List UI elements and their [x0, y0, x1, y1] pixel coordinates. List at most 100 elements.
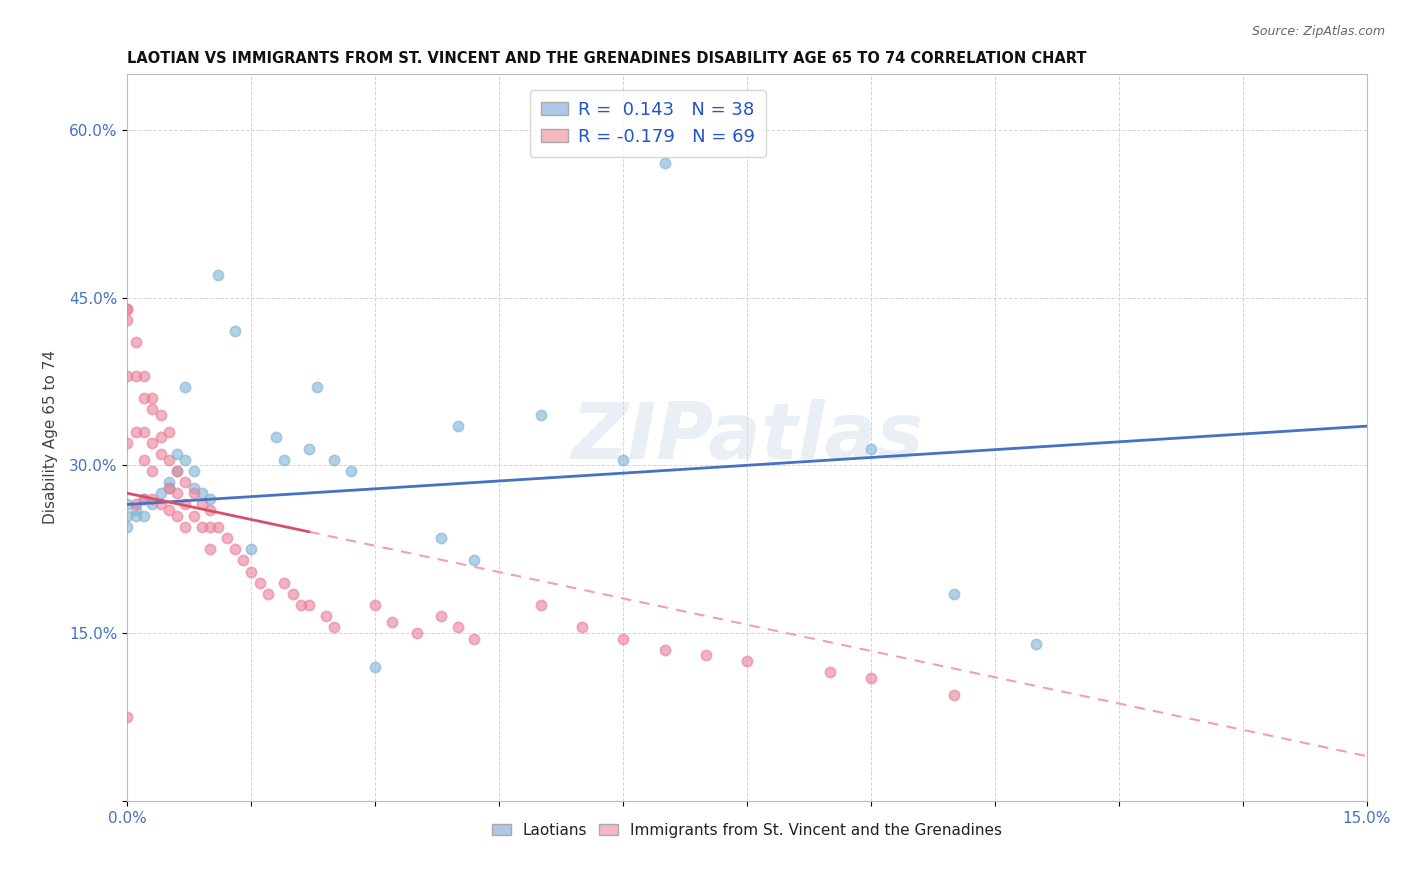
Point: [860, 671, 883, 685]
Point: [117, 520, 139, 534]
Point: [942, 688, 965, 702]
Point: [125, 498, 148, 512]
Point: [149, 408, 172, 422]
Point: [174, 520, 197, 534]
Point: [307, 380, 329, 394]
Point: [132, 508, 155, 523]
Point: [298, 442, 321, 456]
Point: [364, 659, 387, 673]
Point: [132, 425, 155, 439]
Point: [132, 452, 155, 467]
Point: [149, 486, 172, 500]
Point: [249, 575, 271, 590]
Point: [141, 436, 163, 450]
Point: [430, 531, 453, 545]
Y-axis label: Disability Age 65 to 74: Disability Age 65 to 74: [44, 351, 58, 524]
Point: [117, 301, 139, 316]
Point: [654, 643, 676, 657]
Point: [654, 156, 676, 170]
Point: [174, 498, 197, 512]
Point: [132, 491, 155, 506]
Point: [273, 575, 295, 590]
Point: [117, 436, 139, 450]
Point: [191, 520, 214, 534]
Point: [157, 452, 180, 467]
Point: [117, 498, 139, 512]
Point: [571, 620, 593, 634]
Point: [166, 486, 188, 500]
Point: [149, 430, 172, 444]
Point: [125, 335, 148, 350]
Point: [157, 481, 180, 495]
Point: [149, 447, 172, 461]
Point: [860, 442, 883, 456]
Point: [818, 665, 841, 680]
Point: [198, 503, 221, 517]
Point: [232, 553, 254, 567]
Point: [529, 408, 551, 422]
Point: [198, 542, 221, 557]
Point: [315, 609, 337, 624]
Point: [166, 464, 188, 478]
Point: [381, 615, 404, 629]
Point: [290, 598, 312, 612]
Point: [198, 491, 221, 506]
Point: [529, 598, 551, 612]
Point: [430, 609, 453, 624]
Point: [198, 520, 221, 534]
Point: [240, 542, 263, 557]
Point: [166, 464, 188, 478]
Point: [191, 498, 214, 512]
Point: [942, 587, 965, 601]
Point: [364, 598, 387, 612]
Point: [125, 368, 148, 383]
Point: [323, 452, 346, 467]
Legend: Laotians, Immigrants from St. Vincent and the Grenadines: Laotians, Immigrants from St. Vincent an…: [486, 817, 1008, 844]
Point: [264, 430, 287, 444]
Point: [174, 380, 197, 394]
Point: [447, 419, 470, 434]
Point: [157, 503, 180, 517]
Point: [141, 491, 163, 506]
Point: [125, 508, 148, 523]
Point: [125, 503, 148, 517]
Point: [463, 553, 485, 567]
Point: [339, 464, 361, 478]
Point: [405, 626, 427, 640]
Point: [447, 620, 470, 634]
Point: [166, 508, 188, 523]
Text: Source: ZipAtlas.com: Source: ZipAtlas.com: [1251, 25, 1385, 38]
Point: [695, 648, 717, 663]
Point: [183, 464, 205, 478]
Point: [117, 301, 139, 316]
Point: [612, 632, 634, 646]
Point: [157, 475, 180, 489]
Point: [183, 481, 205, 495]
Point: [174, 475, 197, 489]
Point: [735, 654, 758, 668]
Point: [224, 324, 246, 338]
Text: LAOTIAN VS IMMIGRANTS FROM ST. VINCENT AND THE GRENADINES DISABILITY AGE 65 TO 7: LAOTIAN VS IMMIGRANTS FROM ST. VINCENT A…: [128, 51, 1087, 66]
Point: [141, 498, 163, 512]
Point: [157, 425, 180, 439]
Point: [166, 447, 188, 461]
Point: [207, 520, 229, 534]
Point: [273, 452, 295, 467]
Point: [117, 710, 139, 724]
Point: [132, 391, 155, 405]
Text: ZIPatlas: ZIPatlas: [571, 400, 924, 475]
Point: [125, 425, 148, 439]
Point: [117, 368, 139, 383]
Point: [323, 620, 346, 634]
Point: [183, 508, 205, 523]
Point: [149, 498, 172, 512]
Point: [117, 313, 139, 327]
Point: [141, 391, 163, 405]
Point: [240, 565, 263, 579]
Point: [612, 452, 634, 467]
Point: [183, 486, 205, 500]
Point: [132, 491, 155, 506]
Point: [174, 452, 197, 467]
Point: [157, 481, 180, 495]
Point: [224, 542, 246, 557]
